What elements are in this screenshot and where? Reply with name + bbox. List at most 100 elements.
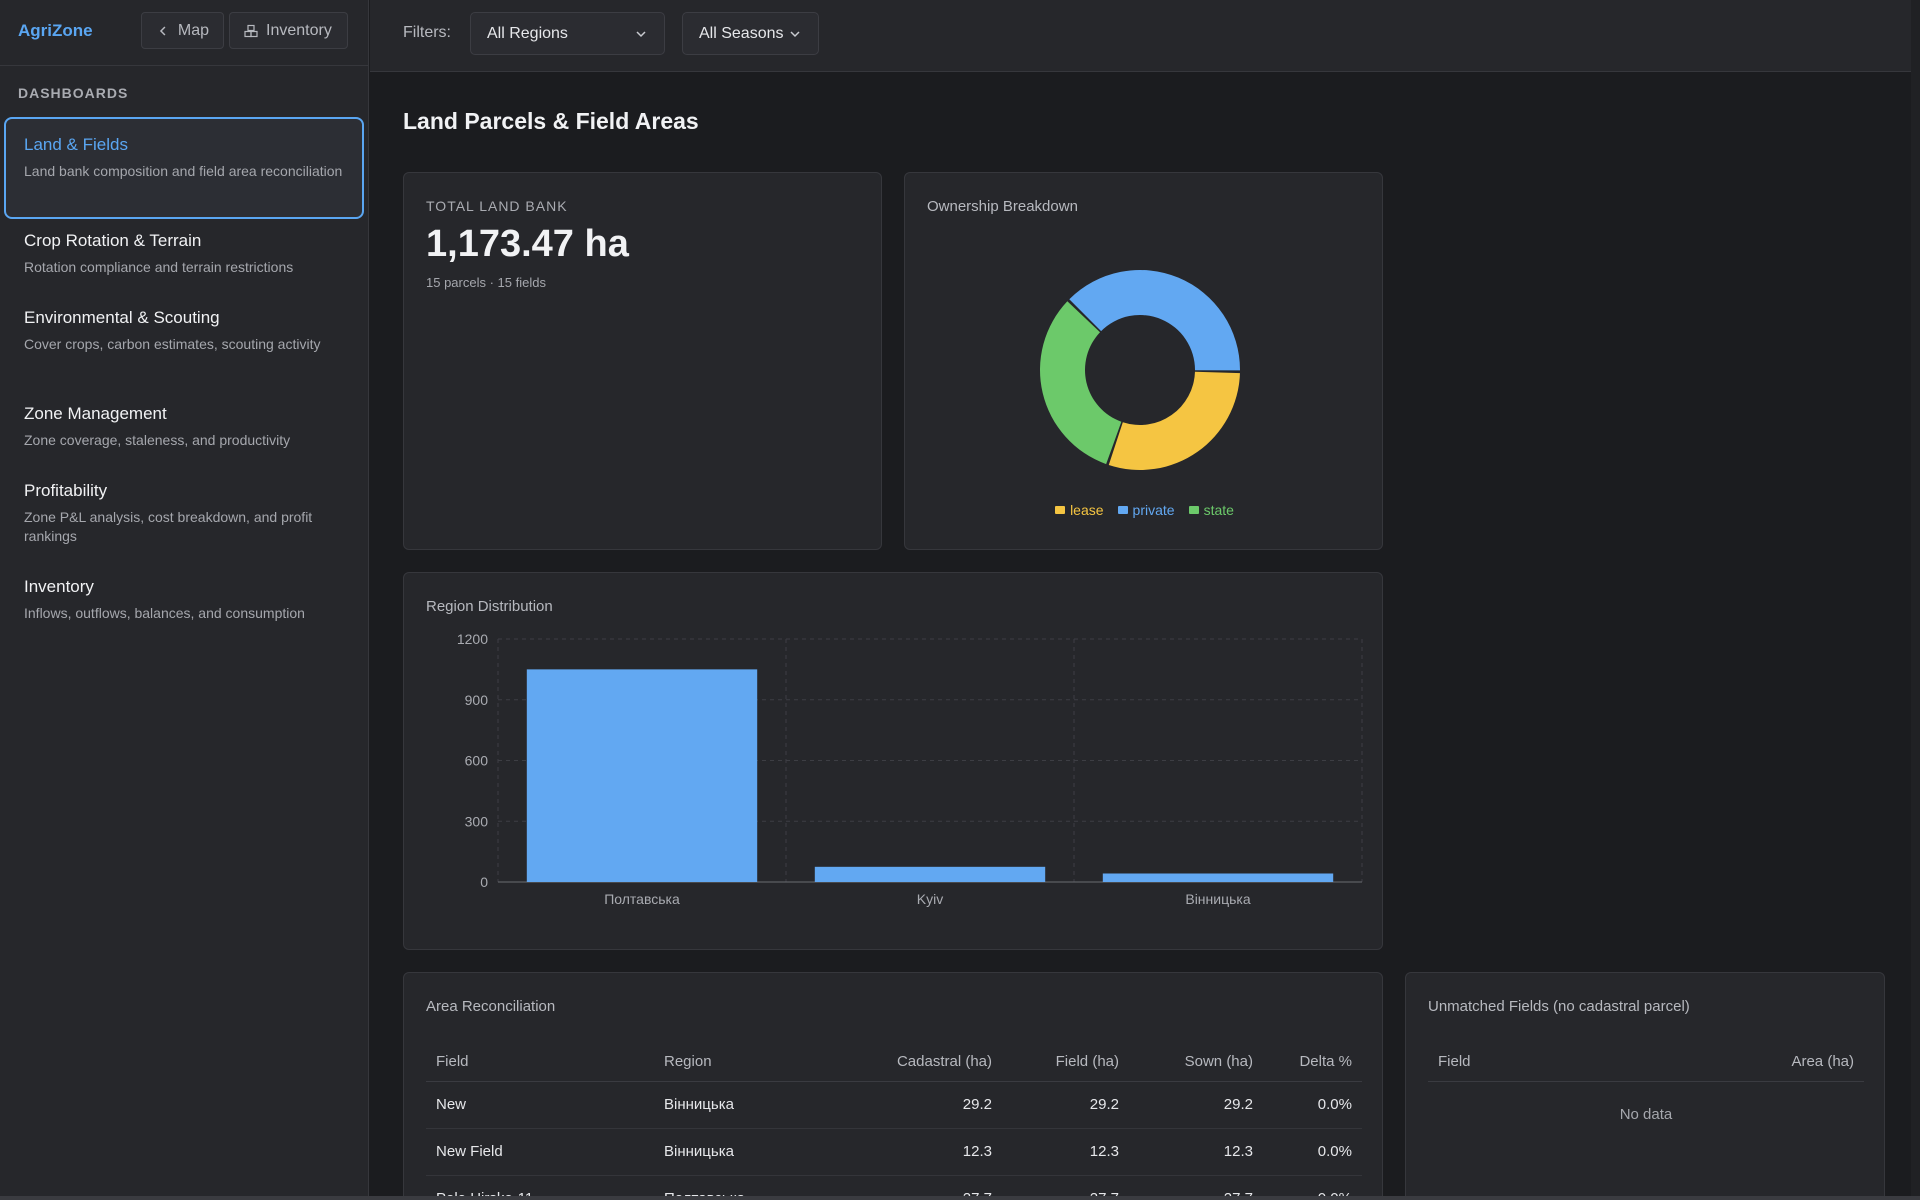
- chevron-left-icon: [159, 26, 166, 35]
- legend-swatch: [1117, 506, 1128, 514]
- cell-field: Pole Hirske-11: [426, 1175, 654, 1200]
- land-bank-label: TOTAL LAND BANK: [426, 198, 568, 214]
- cell-cadastral: 29.2: [854, 1081, 1002, 1129]
- sidebar-item-title: Crop Rotation & Terrain: [24, 231, 202, 250]
- y-tick-label: 600: [465, 753, 489, 769]
- legend-item-lease[interactable]: lease: [1055, 502, 1104, 518]
- sidebar-item-zone-management[interactable]: Zone Management Zone coverage, staleness…: [4, 386, 364, 450]
- table-row[interactable]: New Field Вінницька 12.3 12.3 12.3 0.0%: [426, 1128, 1362, 1176]
- legend-item-private[interactable]: private: [1117, 502, 1175, 518]
- cell-cadastral: 27.7: [854, 1175, 1002, 1200]
- app-logo[interactable]: AgriZone: [18, 21, 93, 40]
- sidebar-item-desc: Cover crops, carbon estimates, scouting …: [24, 336, 321, 352]
- filters-label: Filters:: [403, 24, 451, 41]
- x-tick-label: Kyiv: [917, 891, 943, 907]
- no-data-message: No data: [1619, 1105, 1673, 1123]
- ownership-donut-chart: [1040, 270, 1240, 470]
- unmatched-fields-card: Unmatched Fields (no cadastral parcel) F…: [1405, 972, 1885, 1200]
- cell-delta: 0.0%: [1263, 1081, 1362, 1129]
- col-field[interactable]: Field: [426, 1043, 654, 1082]
- season-select[interactable]: All Seasons: [682, 12, 819, 55]
- filter-bar: Filters: All Regions All Seasons: [370, 0, 1920, 72]
- chevron-down-icon: [636, 30, 646, 37]
- legend-swatch: [1188, 506, 1199, 514]
- map-button-label: Map: [177, 21, 209, 39]
- col-field[interactable]: Field: [1428, 1043, 1598, 1082]
- cell-field: New Field: [426, 1128, 654, 1176]
- sidebar: AgriZone Map Inventory DASHBOARDS Land &…: [0, 0, 369, 1196]
- inventory-button[interactable]: Inventory: [229, 12, 348, 49]
- region-bar-chart: 0 300 600 900 1200 Полтавська Kyiv Вінницька: [457, 631, 1363, 907]
- cell-field-ha: 27.7: [1002, 1175, 1129, 1200]
- area-reconciliation-card: Area Reconciliation Field Region Cadastr…: [403, 972, 1383, 1200]
- donut-slice-private[interactable]: [1069, 270, 1240, 371]
- col-sown[interactable]: Sown (ha): [1129, 1043, 1263, 1082]
- cell-delta: 0.0%: [1263, 1175, 1362, 1200]
- col-field-ha[interactable]: Field (ha): [1002, 1043, 1129, 1082]
- sidebar-item-title: Land & Fields: [24, 135, 128, 154]
- table-row[interactable]: New Вінницька 29.2 29.2 29.2 0.0%: [426, 1081, 1362, 1129]
- legend-label: state: [1203, 502, 1234, 518]
- table-row[interactable]: Pole Hirske-11 Полтавська 27.7 27.7 27.7…: [426, 1175, 1362, 1200]
- sidebar-item-title: Profitability: [24, 481, 108, 500]
- sidebar-item-desc: Inflows, outflows, balances, and consump…: [24, 605, 305, 621]
- sidebar-item-desc: Rotation compliance and terrain restrict…: [24, 259, 294, 275]
- col-area[interactable]: Area (ha): [1597, 1043, 1864, 1082]
- land-bank-value: 1,173.47 ha: [426, 223, 629, 265]
- table-header-row: Field Region Cadastral (ha) Field (ha) S…: [426, 1043, 1362, 1082]
- region-distribution-card: Region Distribution 0 300 600 900 1200 Полтав…: [403, 572, 1383, 950]
- sidebar-item-desc: Land bank composition and field area rec…: [24, 163, 343, 179]
- region-select-value: All Regions: [487, 24, 568, 42]
- col-delta[interactable]: Delta %: [1263, 1043, 1362, 1082]
- sidebar-item-desc: Zone coverage, staleness, and productivi…: [24, 432, 291, 448]
- boxes-icon: [244, 24, 258, 37]
- bar-2[interactable]: [1102, 873, 1334, 882]
- season-select-value: All Seasons: [699, 24, 784, 42]
- reconciliation-table: Field Region Cadastral (ha) Field (ha) S…: [426, 1043, 1362, 1200]
- inventory-button-label: Inventory: [266, 21, 332, 39]
- legend-swatch: [1055, 506, 1066, 514]
- horizontal-scrollbar[interactable]: [0, 1196, 1920, 1200]
- unmatched-table: Field Area (ha) No data: [1428, 1043, 1864, 1147]
- map-button[interactable]: Map: [141, 12, 224, 49]
- sidebar-item-environmental[interactable]: Environmental & Scouting Cover crops, ca…: [4, 290, 364, 354]
- total-land-bank-card: TOTAL LAND BANK 1,173.47 ha 15 parcels ·…: [403, 172, 882, 550]
- donut-slice-lease[interactable]: [1108, 371, 1240, 470]
- cell-field-ha: 12.3: [1002, 1128, 1129, 1176]
- cell-region: Вінницька: [654, 1081, 854, 1129]
- sidebar-item-inventory[interactable]: Inventory Inflows, outflows, balances, a…: [4, 559, 364, 623]
- cell-sown: 27.7: [1129, 1175, 1263, 1200]
- sidebar-item-title: Zone Management: [24, 404, 167, 423]
- y-tick-label: 0: [480, 874, 488, 890]
- legend-item-state[interactable]: state: [1188, 502, 1234, 518]
- legend-label: private: [1132, 502, 1175, 518]
- empty-row: No data: [1428, 1081, 1864, 1147]
- x-tick-label: Вінницька: [1185, 891, 1250, 907]
- sidebar-item-title: Environmental & Scouting: [24, 308, 220, 327]
- sidebar-item-profitability[interactable]: Profitability Zone P&L analysis, cost br…: [4, 463, 364, 546]
- card-title: Area Reconciliation: [426, 998, 556, 1015]
- col-cadastral[interactable]: Cadastral (ha): [854, 1043, 1002, 1082]
- sidebar-item-land-fields[interactable]: Land & Fields Land bank composition and …: [4, 117, 364, 219]
- card-title: Region Distribution: [426, 598, 553, 615]
- sidebar-item-crop-rotation[interactable]: Crop Rotation & Terrain Rotation complia…: [4, 213, 364, 277]
- bar-1[interactable]: [814, 866, 1046, 882]
- bar-0[interactable]: [526, 669, 758, 882]
- vertical-scrollbar[interactable]: [1911, 0, 1920, 1200]
- sidebar-item-title: Inventory: [24, 577, 94, 596]
- card-title: Unmatched Fields (no cadastral parcel): [1428, 998, 1690, 1015]
- land-bank-subtext: 15 parcels · 15 fields: [426, 275, 546, 290]
- region-select[interactable]: All Regions: [470, 12, 665, 55]
- cell-cadastral: 12.3: [854, 1128, 1002, 1176]
- sidebar-item-desc: Zone P&L analysis, cost breakdown, and p…: [24, 509, 313, 544]
- sidebar-header: AgriZone Map Inventory: [0, 0, 368, 66]
- col-region[interactable]: Region: [654, 1043, 854, 1082]
- cell-region: Полтавська: [654, 1175, 854, 1200]
- table-header-row: Field Area (ha): [1428, 1043, 1864, 1082]
- donut-slice-state[interactable]: [1040, 301, 1122, 465]
- chevron-down-icon: [790, 30, 800, 37]
- card-title: Ownership Breakdown: [927, 198, 1078, 215]
- cell-region: Вінницька: [654, 1128, 854, 1176]
- legend-label: lease: [1070, 502, 1104, 518]
- page-title: Land Parcels & Field Areas: [403, 108, 699, 134]
